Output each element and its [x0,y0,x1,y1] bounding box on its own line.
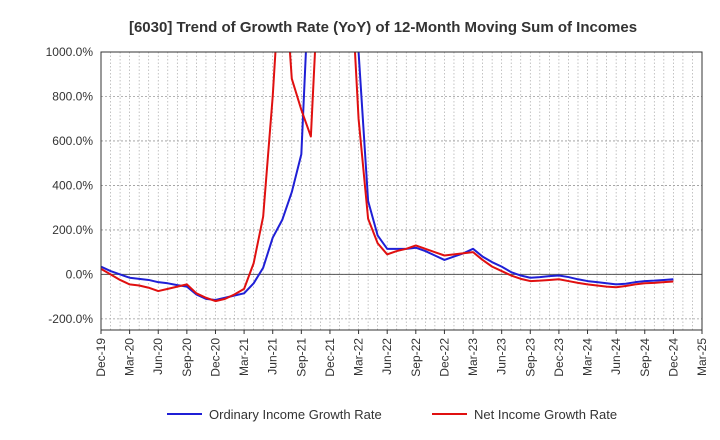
y-tick-label: 0.0% [66,267,94,281]
x-tick-label: Jun-22 [380,338,394,375]
legend-label-2: Net Income Growth Rate [474,407,617,422]
x-tick-label: Mar-22 [352,338,366,376]
x-tick-label: Jun-23 [495,338,509,375]
x-tick-label: Dec-23 [552,338,566,377]
x-tick-label: Jun-20 [151,338,165,375]
x-axis-ticks: Dec-19 Mar-20 Jun-20 Sep-20 Dec-20 Mar-21 Jun-… [94,330,709,377]
plot-area-frame [100,51,703,331]
y-tick-label: 600.0% [52,134,93,148]
x-tick-label: Sep-20 [180,338,194,377]
legend-label-1: Ordinary Income Growth Rate [209,407,382,422]
x-tick-label: Jun-21 [266,338,280,375]
x-tick-label: Mar-21 [237,338,251,376]
x-tick-label: Sep-24 [638,338,652,377]
x-tick-label: Mar-24 [581,338,595,376]
x-tick-label: Mar-20 [123,338,137,376]
x-tick-label: Mar-25 [695,338,709,376]
series-line-2 [101,52,674,303]
x-tick-label: Dec-20 [208,338,222,377]
y-tick-label: 400.0% [52,178,93,192]
x-tick-label: Mar-23 [466,338,480,376]
y-tick-label: 1000.0% [46,45,94,59]
x-tick-label: Dec-19 [94,338,108,377]
x-tick-label: Sep-23 [523,338,537,377]
x-tick-label: Jun-24 [609,338,623,375]
y-tick-label: 200.0% [52,223,93,237]
series-line-1 [101,52,674,301]
x-tick-label: Dec-21 [323,338,337,377]
x-tick-label: Dec-22 [437,338,451,377]
legend: Ordinary Income Growth Rate Net Income Gr… [167,407,617,422]
x-tick-label: Sep-21 [294,338,308,377]
y-tick-label: 800.0% [52,89,93,103]
series-lines [101,52,674,303]
chart-title: [6030] Trend of Growth Rate (YoY) of 12-… [129,19,637,36]
x-tick-label: Dec-24 [666,338,680,377]
x-tick-label: Sep-22 [409,338,423,377]
y-axis-ticks: -200.0% 0.0% 200.0% 400.0% 600.0% 800.0% 1000.… [46,45,94,326]
y-tick-label: -200.0% [48,312,93,326]
